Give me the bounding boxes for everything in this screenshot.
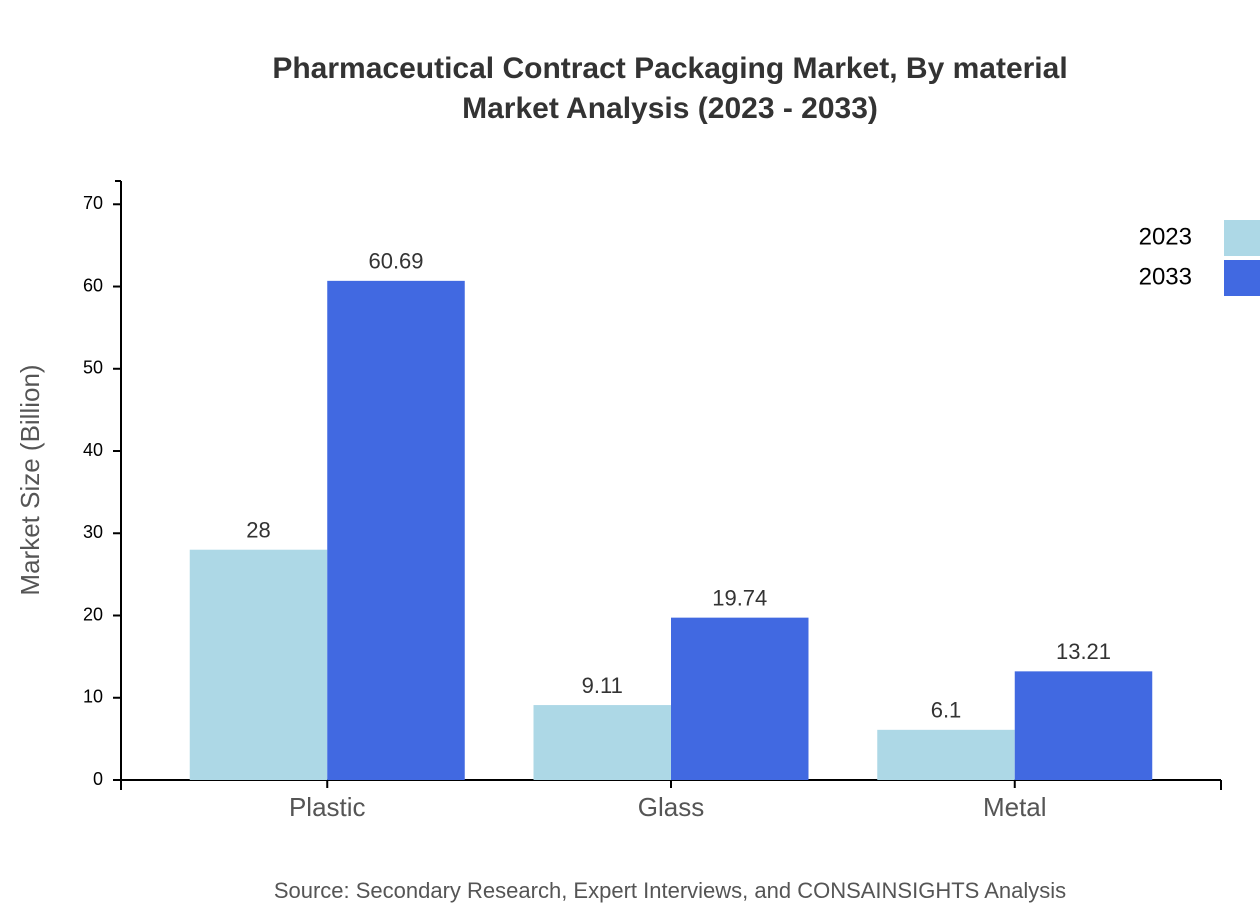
chart-subtitle: Market Analysis (2023 - 2033)	[462, 92, 878, 125]
bar	[1014, 671, 1153, 780]
legend-swatch	[1224, 220, 1260, 256]
y-tick-label: 60	[83, 275, 103, 295]
y-tick-label: 30	[83, 522, 103, 542]
y-axis-label: Market Size (Billion)	[15, 364, 45, 595]
x-tick-label: Metal	[983, 792, 1047, 822]
x-tick-label: Plastic	[289, 792, 366, 822]
bar	[671, 617, 809, 780]
bar	[189, 549, 328, 780]
legend-swatch	[1224, 260, 1260, 296]
value-label: 13.21	[1056, 639, 1111, 664]
legend-label: 2023	[1139, 223, 1192, 250]
source-note: Source: Secondary Research, Expert Inter…	[274, 878, 1066, 903]
value-label: 6.1	[931, 698, 962, 723]
legend-label: 2033	[1139, 263, 1192, 290]
value-label: 9.11	[582, 673, 623, 698]
y-tick-label: 50	[83, 358, 103, 378]
bar	[877, 729, 1015, 780]
value-label: 60.69	[368, 249, 423, 274]
chart-title: Pharmaceutical Contract Packaging Market…	[272, 52, 1067, 85]
y-tick-label: 0	[93, 769, 103, 789]
y-tick-label: 40	[83, 440, 103, 460]
value-label: 28	[246, 518, 270, 543]
y-tick-label: 20	[83, 604, 103, 624]
bar	[327, 280, 465, 780]
y-tick-label: 70	[83, 193, 103, 213]
value-label: 19.74	[712, 585, 767, 610]
y-tick-label: 10	[83, 687, 103, 707]
bar	[533, 705, 671, 780]
x-tick-label: Glass	[638, 792, 704, 822]
